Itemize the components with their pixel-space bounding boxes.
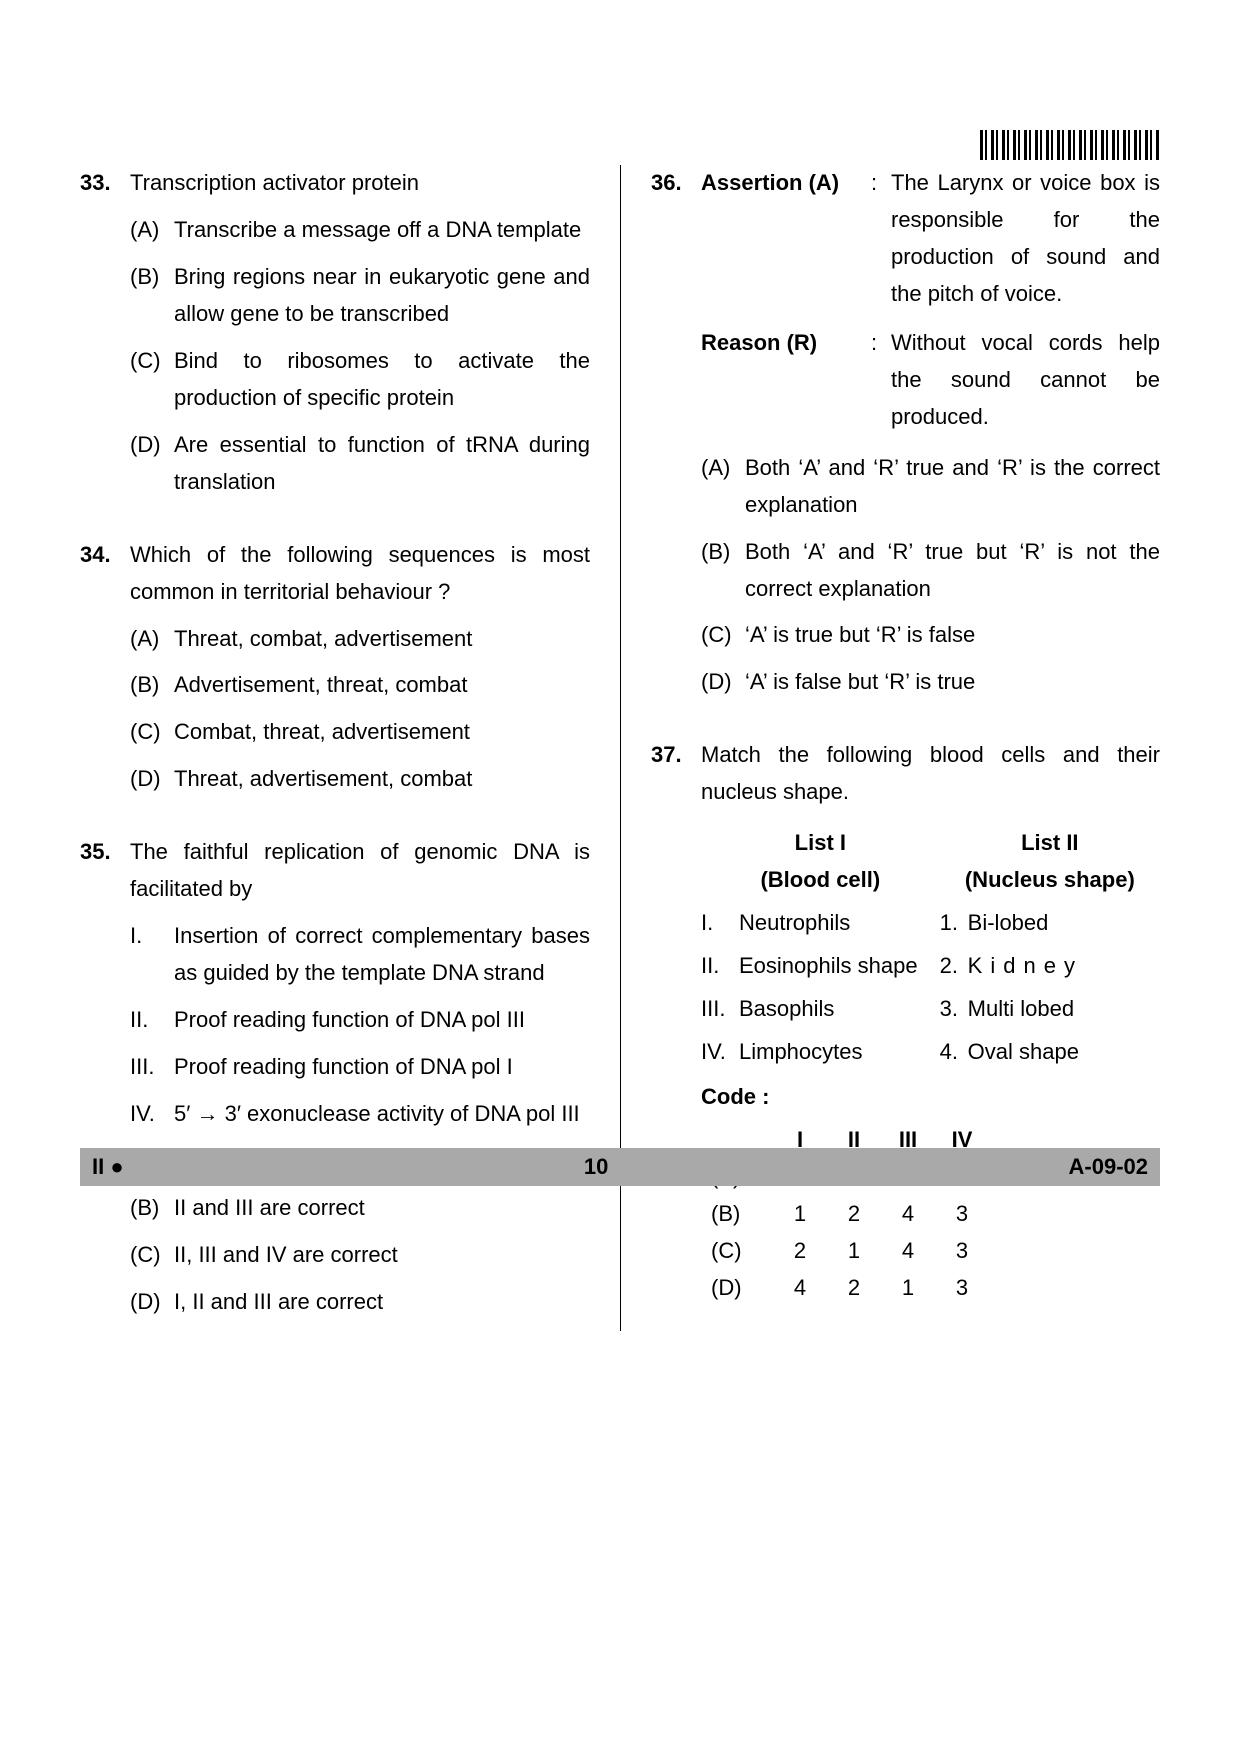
code-val: 1 xyxy=(881,1270,935,1307)
stmt-text: Insertion of correct complementary bases… xyxy=(174,918,590,992)
list2-item: Bi-lobed xyxy=(968,905,1160,942)
list1-roman: III. xyxy=(701,991,739,1028)
stmt-label: I. xyxy=(130,918,174,992)
code-val: 2 xyxy=(827,1196,881,1233)
opt-text: ‘A’ is false but ‘R’ is true xyxy=(745,664,975,701)
colon: : xyxy=(871,165,891,313)
code-val: 4 xyxy=(881,1233,935,1270)
question-35: 35. The faithful replication of genomic … xyxy=(80,834,590,1330)
code-opt-label: (B) xyxy=(701,1196,773,1233)
opt-label: (D) xyxy=(130,761,174,798)
q-number: 37. xyxy=(651,737,701,1306)
q-number: 36. xyxy=(651,165,701,711)
list2-item: Multi lobed xyxy=(968,991,1160,1028)
code-label: Code : xyxy=(701,1079,1160,1116)
question-36: 36. Assertion (A) : The Larynx or voice … xyxy=(651,165,1160,711)
list1-roman: I. xyxy=(701,905,739,942)
barcode xyxy=(980,130,1160,160)
list1-header: List I xyxy=(701,825,940,862)
opt-label: (A) xyxy=(130,212,174,249)
opt-label: (C) xyxy=(130,1237,174,1274)
code-val: 2 xyxy=(773,1233,827,1270)
opt-label: (D) xyxy=(701,664,745,701)
q-text: Which of the following sequences is most… xyxy=(130,537,590,611)
stmt-label: III. xyxy=(130,1049,174,1086)
stmt-text: Proof reading function of DNA pol III xyxy=(174,1002,525,1039)
stmt-label: II. xyxy=(130,1002,174,1039)
code-val: 4 xyxy=(881,1196,935,1233)
list1-item: Neutrophils xyxy=(739,905,940,942)
opt-label: (C) xyxy=(130,343,174,417)
opt-text: Advertisement, threat, combat xyxy=(174,667,467,704)
stmt-text: Proof reading function of DNA pol I xyxy=(174,1049,513,1086)
opt-label: (B) xyxy=(701,534,745,608)
opt-text: Are essential to function of tRNA during… xyxy=(174,427,590,501)
list1-roman: II. xyxy=(701,948,739,985)
question-34: 34. Which of the following sequences is … xyxy=(80,537,590,809)
list1-roman: IV. xyxy=(701,1034,739,1071)
code-val: 3 xyxy=(935,1233,989,1270)
opt-text: I, II and III are correct xyxy=(174,1284,383,1321)
opt-text: II and III are correct xyxy=(174,1190,365,1227)
opt-label: (D) xyxy=(130,427,174,501)
reason-label: Reason (R) xyxy=(701,325,871,436)
opt-text: II, III and IV are correct xyxy=(174,1237,398,1274)
list2-sub: (Nucleus shape) xyxy=(940,862,1160,899)
assertion-text: The Larynx or voice box is responsible f… xyxy=(891,165,1160,313)
list1-sub: (Blood cell) xyxy=(701,862,940,899)
opt-label: (D) xyxy=(130,1284,174,1321)
question-33: 33. Transcription activator protein (A)T… xyxy=(80,165,590,511)
code-val: 4 xyxy=(773,1270,827,1307)
opt-text: Bind to ribosomes to activate the produc… xyxy=(174,343,590,417)
opt-label: (C) xyxy=(701,617,745,654)
list2-num: 1. xyxy=(940,905,968,942)
list1-item: Basophils xyxy=(739,991,940,1028)
opt-label: (B) xyxy=(130,1190,174,1227)
page-footer: II ● 10 A-09-02 xyxy=(80,1148,1160,1186)
footer-center: 10 xyxy=(584,1154,608,1180)
list2-num: 4. xyxy=(940,1034,968,1071)
q-number: 33. xyxy=(80,165,130,511)
code-val: 3 xyxy=(935,1196,989,1233)
assertion-label: Assertion (A) xyxy=(701,165,871,313)
list2-num: 2. xyxy=(940,948,968,985)
q-number: 34. xyxy=(80,537,130,809)
reason-text: Without vocal cords help the sound canno… xyxy=(891,325,1160,436)
code-opt-label: (D) xyxy=(701,1270,773,1307)
opt-text: Transcribe a message off a DNA template xyxy=(174,212,581,249)
code-val: 3 xyxy=(935,1270,989,1307)
list2-num: 3. xyxy=(940,991,968,1028)
stmt-text: 5′ → 3′ exonuclease activity of DNA pol … xyxy=(174,1096,580,1133)
opt-text: Bring regions near in eukaryotic gene an… xyxy=(174,259,590,333)
code-val: 2 xyxy=(827,1270,881,1307)
q-text: The faithful replication of genomic DNA … xyxy=(130,834,590,908)
q-text: Transcription activator protein xyxy=(130,165,590,202)
code-val: 1 xyxy=(773,1196,827,1233)
code-val: 1 xyxy=(827,1233,881,1270)
colon: : xyxy=(871,325,891,436)
opt-text: Combat, threat, advertisement xyxy=(174,714,470,751)
opt-text: Threat, advertisement, combat xyxy=(174,761,472,798)
opt-text: Both ‘A’ and ‘R’ true but ‘R’ is not the… xyxy=(745,534,1160,608)
opt-label: (A) xyxy=(130,621,174,658)
list2-item: Kidney xyxy=(968,948,1160,985)
opt-text: Threat, combat, advertisement xyxy=(174,621,472,658)
opt-label: (B) xyxy=(130,259,174,333)
opt-text: Both ‘A’ and ‘R’ true and ‘R’ is the cor… xyxy=(745,450,1160,524)
question-37: 37. Match the following blood cells and … xyxy=(651,737,1160,1306)
stmt-label: IV. xyxy=(130,1096,174,1133)
code-opt-label: (C) xyxy=(701,1233,773,1270)
q-number: 35. xyxy=(80,834,130,1330)
list2-header: List II xyxy=(940,825,1160,862)
footer-left: II ● xyxy=(92,1154,124,1180)
opt-label: (C) xyxy=(130,714,174,751)
list1-item: Eosinophils shape xyxy=(739,948,940,985)
q-text: Match the following blood cells and thei… xyxy=(701,737,1160,811)
list2-item: Oval shape xyxy=(968,1034,1160,1071)
footer-right: A-09-02 xyxy=(1069,1154,1148,1180)
opt-text: ‘A’ is true but ‘R’ is false xyxy=(745,617,975,654)
opt-label: (A) xyxy=(701,450,745,524)
opt-label: (B) xyxy=(130,667,174,704)
list1-item: Limphocytes xyxy=(739,1034,940,1071)
